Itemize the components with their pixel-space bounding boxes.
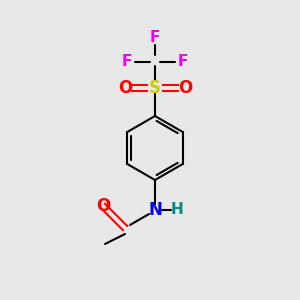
Text: O: O: [96, 197, 110, 215]
Text: F: F: [150, 31, 160, 46]
Text: F: F: [178, 55, 188, 70]
Text: H: H: [171, 202, 183, 217]
Text: F: F: [122, 55, 132, 70]
Text: O: O: [118, 79, 132, 97]
Text: O: O: [178, 79, 192, 97]
Text: S: S: [149, 79, 161, 97]
Text: N: N: [148, 201, 162, 219]
